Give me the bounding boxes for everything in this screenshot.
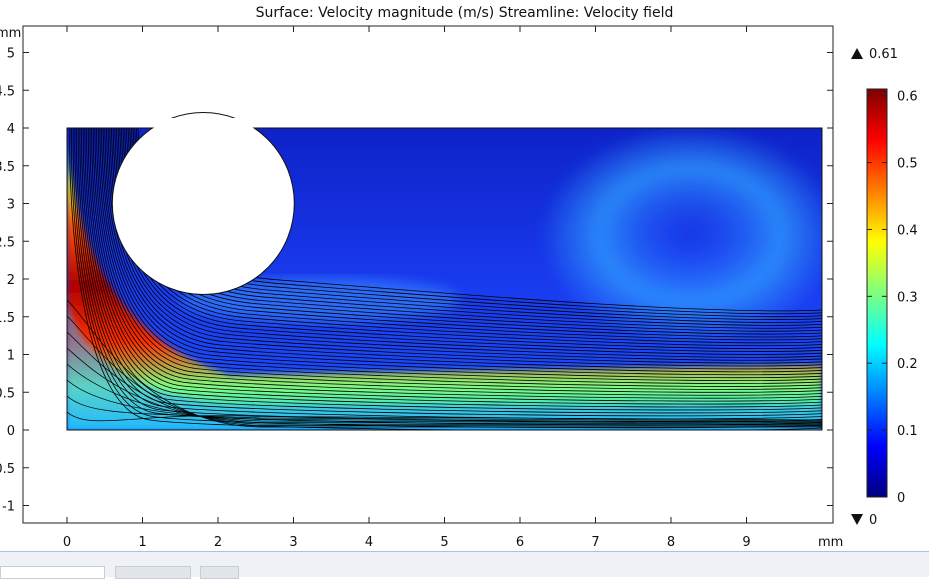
max-arrow-icon bbox=[851, 48, 863, 59]
colorbar-tick-label: 0.5 bbox=[897, 157, 918, 172]
streamline bbox=[102, 128, 822, 373]
cylinder-obstacle bbox=[111, 112, 295, 295]
domain-boundary bbox=[66, 127, 823, 431]
bottom-toolbar bbox=[0, 551, 929, 579]
x-tick-label: 5 bbox=[440, 535, 448, 550]
tab-2[interactable] bbox=[115, 566, 191, 579]
x-tick-label: 3 bbox=[289, 535, 297, 550]
y-tick-label: -0.5 bbox=[0, 462, 15, 477]
streamline bbox=[67, 331, 822, 426]
cylinder-cutout bbox=[130, 118, 280, 128]
streamline bbox=[99, 128, 822, 379]
velocity-plot[interactable]: 0 1 2 3 4 5 6 7 8 9 5 4.5 4 3.5 3 2.5 2 1.5 1 0.5 0 -0.5 -1 m… bbox=[0, 0, 929, 551]
x-tick-label: 1 bbox=[138, 535, 146, 550]
x-axis: 0 1 2 3 4 5 6 7 8 9 bbox=[63, 26, 751, 550]
y-axis: 5 4.5 4 3.5 3 2.5 2 1.5 1 0.5 0 -0.5 -1 bbox=[0, 47, 833, 515]
plot-title: Surface: Velocity magnitude (m/s) Stream… bbox=[255, 5, 674, 21]
colorbar-tick-label: 0.6 bbox=[897, 90, 918, 105]
tab-3[interactable] bbox=[200, 566, 239, 579]
streamline bbox=[97, 128, 822, 381]
y-tick-label: 4.5 bbox=[0, 84, 15, 99]
streamline bbox=[94, 128, 822, 387]
min-arrow-icon bbox=[851, 514, 863, 525]
streamline bbox=[69, 128, 822, 430]
y-tick-label: 2 bbox=[7, 273, 15, 288]
colorbar-tick-label: 0 bbox=[897, 491, 905, 506]
colorbar bbox=[866, 88, 888, 498]
colorbar-tick-label: 0.1 bbox=[897, 424, 918, 439]
streamline bbox=[81, 128, 822, 411]
streamline bbox=[71, 128, 822, 429]
streamline bbox=[77, 128, 822, 417]
streamline bbox=[86, 128, 822, 402]
x-tick-label: 7 bbox=[591, 535, 599, 550]
streamline bbox=[67, 379, 822, 423]
colorbar-ticks: 0.6 0.5 0.4 0.3 0.2 0.1 0 bbox=[867, 90, 918, 506]
colorbar-tick-label: 0.3 bbox=[897, 290, 918, 305]
streamline bbox=[104, 128, 822, 370]
x-tick-label: 6 bbox=[516, 535, 524, 550]
streamline bbox=[101, 128, 822, 376]
streamline bbox=[89, 128, 822, 396]
y-tick-label: 2.5 bbox=[0, 235, 15, 250]
x-tick-label: 0 bbox=[63, 535, 71, 550]
y-tick-label: 0.5 bbox=[0, 386, 15, 401]
streamline bbox=[96, 128, 822, 384]
x-tick-label: 9 bbox=[742, 535, 750, 550]
y-tick-label: 5 bbox=[7, 47, 15, 62]
colorbar-tick-label: 0.2 bbox=[897, 357, 918, 372]
streamline bbox=[84, 128, 822, 405]
streamline bbox=[91, 128, 822, 393]
colorbar-min-label: 0 bbox=[869, 513, 877, 528]
streamline bbox=[67, 363, 822, 424]
x-tick-label: 2 bbox=[214, 535, 222, 550]
x-unit-label: mm bbox=[818, 535, 843, 550]
streamline bbox=[67, 315, 822, 427]
y-tick-label: 1.5 bbox=[0, 311, 15, 326]
y-unit-label: mm bbox=[0, 26, 21, 41]
x-tick-label: 4 bbox=[365, 535, 373, 550]
colorbar-tick-label: 0.4 bbox=[897, 223, 918, 238]
streamlines bbox=[67, 128, 822, 430]
axes-frame bbox=[22, 25, 834, 524]
streamline bbox=[67, 347, 822, 425]
streamline bbox=[79, 128, 822, 414]
streamline bbox=[67, 299, 822, 428]
x-tick-label: 8 bbox=[667, 535, 675, 550]
y-tick-label: -1 bbox=[2, 500, 15, 515]
colorbar-max-label: 0.61 bbox=[869, 47, 898, 62]
y-tick-label: 1 bbox=[7, 349, 15, 364]
y-tick-label: 3 bbox=[7, 198, 15, 213]
streamline bbox=[82, 128, 822, 408]
y-tick-label: 0 bbox=[7, 424, 15, 439]
y-tick-label: 3.5 bbox=[0, 160, 15, 175]
tab-active[interactable] bbox=[0, 566, 105, 579]
streamline bbox=[87, 128, 822, 399]
streamline bbox=[67, 395, 822, 422]
y-tick-label: 4 bbox=[7, 122, 15, 137]
streamline bbox=[74, 128, 822, 423]
streamline bbox=[67, 411, 822, 422]
streamline bbox=[92, 128, 822, 390]
